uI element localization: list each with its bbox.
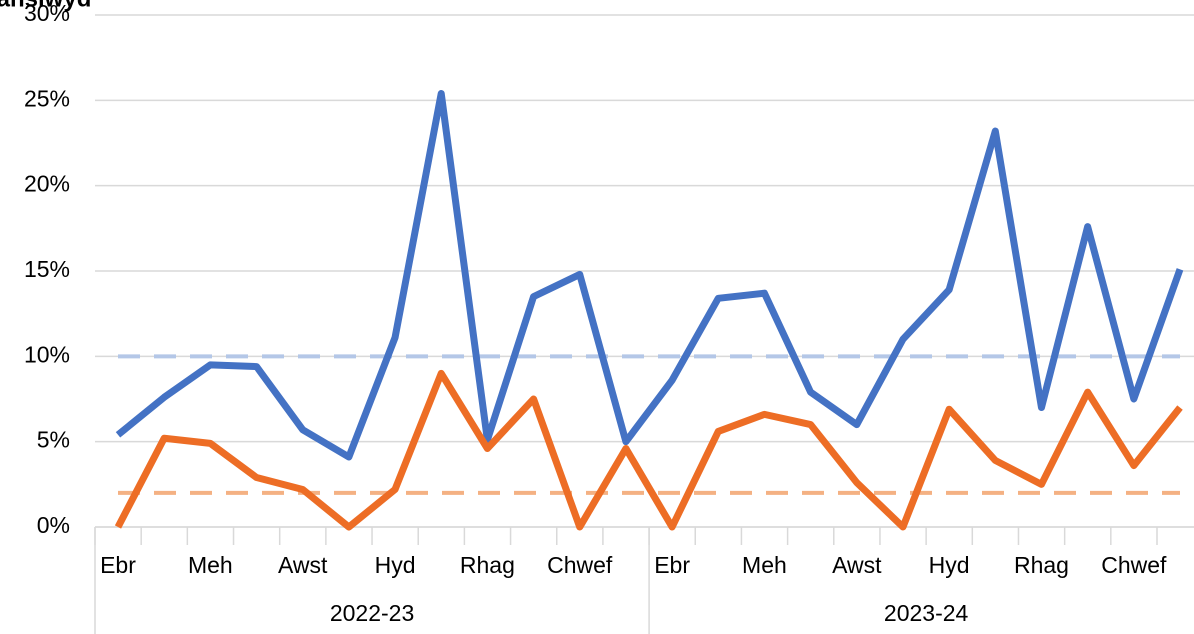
series-line	[115, 90, 1184, 461]
y-tick-label: 20%	[24, 171, 70, 197]
y-tick-label: 25%	[24, 85, 70, 111]
x-tick-label: Awst	[278, 552, 328, 578]
series-line	[114, 369, 1183, 531]
y-tick-label: 5%	[37, 427, 70, 453]
chart-title: ganslwyd	[0, 0, 91, 12]
x-tick-label: Chwef	[547, 552, 613, 578]
x-tick-label: Awst	[832, 552, 882, 578]
x-tick-label: Hyd	[375, 552, 416, 578]
y-tick-label: 15%	[24, 256, 70, 282]
x-tick-label: Ebr	[100, 552, 136, 578]
group-label: 2022-23	[330, 600, 414, 626]
y-tick-label: 30%	[24, 0, 70, 26]
y-tick-label: 10%	[24, 341, 70, 367]
x-tick-label: Meh	[742, 552, 787, 578]
group-label: 2023-24	[884, 600, 969, 626]
x-tick-label: Rhag	[460, 552, 515, 578]
x-tick-label: Rhag	[1014, 552, 1069, 578]
x-tick-label: Chwef	[1101, 552, 1167, 578]
x-tick-label: Ebr	[654, 552, 690, 578]
x-tick-label: Meh	[188, 552, 233, 578]
x-tick-label: Hyd	[929, 552, 970, 578]
y-tick-label: 0%	[37, 512, 70, 538]
